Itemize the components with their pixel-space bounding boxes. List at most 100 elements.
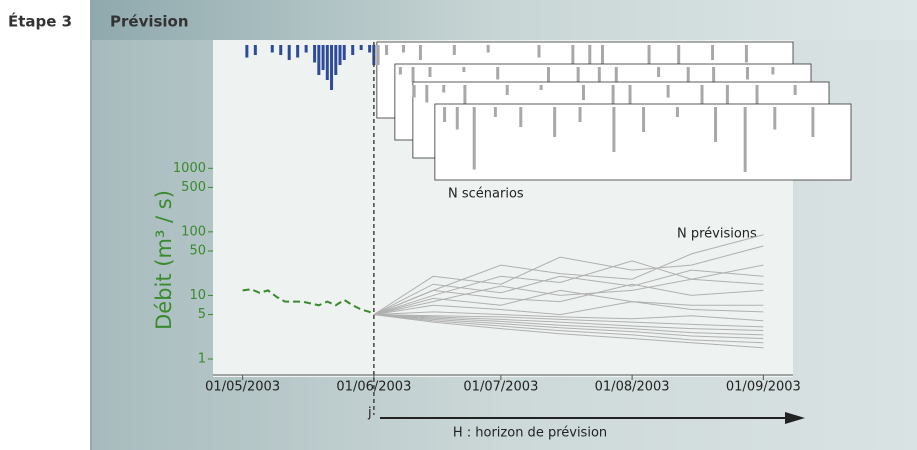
rain-bar <box>418 45 422 60</box>
rain-bar <box>412 85 416 98</box>
forecast-line <box>373 314 764 340</box>
rain-bar <box>771 67 775 75</box>
rain-bar <box>330 45 334 90</box>
annotation: N prévisions <box>677 227 757 242</box>
rain-bar <box>793 85 797 95</box>
annotation: H : horizon de prévision <box>453 426 607 441</box>
rain-bar <box>600 45 604 68</box>
annotation: j <box>367 406 372 421</box>
y-tick-label: 10 <box>189 288 206 303</box>
forecast-line <box>373 314 764 336</box>
forecast-line <box>373 314 764 332</box>
rain-bar <box>578 107 582 122</box>
rain-bar <box>712 67 716 95</box>
rain-bar <box>304 45 308 53</box>
x-tick-label: 01/08/2003 <box>595 380 670 395</box>
rain-bar <box>773 107 777 130</box>
rain-bar <box>313 45 317 63</box>
rain-bar <box>398 67 402 75</box>
rain-bar <box>677 45 681 75</box>
rain-bar <box>496 67 500 80</box>
forecast-line <box>373 301 764 316</box>
rain-bar <box>245 45 249 58</box>
forecast-line <box>373 269 764 316</box>
rain-bar <box>505 85 509 95</box>
y-tick-label: 100 <box>181 224 206 239</box>
rain-bar <box>686 67 690 90</box>
x-tick-label: 01/07/2003 <box>463 380 538 395</box>
x-tick-label: 01/05/2003 <box>205 380 280 395</box>
rain-bar <box>725 85 729 105</box>
rain-bar <box>553 107 557 137</box>
rain-bar <box>455 107 459 130</box>
rain-bar <box>755 85 759 115</box>
rain-bar <box>628 85 632 113</box>
forecast-line <box>373 311 764 322</box>
rain-bar <box>411 67 415 82</box>
rain-bar <box>442 85 446 93</box>
rain-bar <box>486 45 490 53</box>
rain-bar <box>745 67 749 80</box>
rain-bar <box>443 107 447 122</box>
y-tick-label: 1000 <box>173 161 206 176</box>
forecast-line <box>373 260 764 316</box>
forecast-line <box>373 245 764 315</box>
y-axis-label: Débit (m³ / s) <box>152 190 176 330</box>
x-tick-label: 01/09/2003 <box>726 380 801 395</box>
rain-bar <box>581 85 585 100</box>
rain-bar <box>539 85 543 90</box>
rain-bar <box>385 45 389 55</box>
rain-bar <box>351 45 355 55</box>
rain-bar <box>642 107 646 132</box>
rain-bar <box>700 85 704 110</box>
rain-bar <box>614 67 618 82</box>
rain-bar <box>287 45 291 60</box>
forecast-line <box>373 314 764 344</box>
rain-bar <box>666 85 670 98</box>
rain-bar <box>296 45 300 58</box>
rain-bar <box>376 45 380 65</box>
rain-bar <box>537 45 541 58</box>
rain-bar <box>588 45 592 80</box>
arrow-head <box>785 412 805 424</box>
rain-bar <box>452 45 456 55</box>
rain-bar <box>647 45 651 65</box>
forecast-line <box>373 289 764 316</box>
rain-bar <box>270 45 274 53</box>
rain-bar <box>342 45 346 60</box>
rain-bar <box>571 45 575 70</box>
rain-bar <box>317 45 321 75</box>
rain-bar <box>714 107 718 142</box>
rain-bar <box>519 107 523 127</box>
rain-bar <box>334 45 338 75</box>
y-tick-label: 5 <box>198 307 206 322</box>
forecast-line <box>373 314 764 328</box>
rain-bar <box>402 45 406 53</box>
y-tick-label: 50 <box>189 243 206 258</box>
rain-bar <box>279 45 283 55</box>
rain-bar <box>428 67 432 77</box>
rain-bar <box>657 67 661 77</box>
rain-bar <box>711 45 715 60</box>
rain-bar <box>675 107 679 117</box>
rain-bar <box>547 67 551 87</box>
annotation: N scénarios <box>448 187 524 202</box>
rain-bar <box>368 45 372 53</box>
rain-bar <box>472 107 476 170</box>
rain-bar <box>325 45 329 80</box>
rain-bar <box>743 107 747 172</box>
forecast-line <box>373 234 764 316</box>
y-tick-label: 500 <box>181 180 206 195</box>
rain-bar <box>612 107 616 152</box>
y-tick-label: 1 <box>198 351 206 366</box>
rain-bar <box>321 45 325 70</box>
observed-line <box>242 288 375 316</box>
rain-bar <box>338 45 342 65</box>
rain-bar <box>463 85 467 108</box>
rain-bar <box>462 67 466 72</box>
rain-bar <box>372 45 376 65</box>
forecast-line <box>373 314 764 349</box>
rain-bar <box>425 85 429 103</box>
step-label: Étape 3 <box>8 12 72 31</box>
